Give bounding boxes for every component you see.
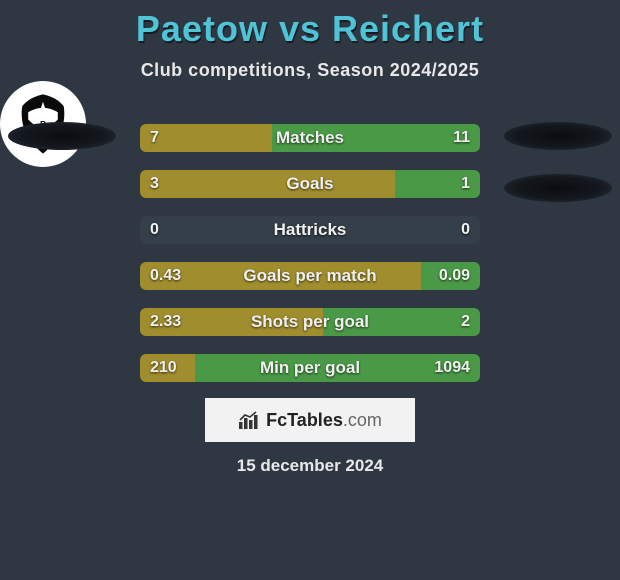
logo-brand: FcTables	[266, 410, 343, 430]
stat-bar-right	[310, 216, 480, 244]
stat-bar-left	[140, 216, 310, 244]
stat-bar-right	[195, 354, 480, 382]
stat-bar-left	[140, 308, 323, 336]
stat-row-goals: 3 Goals 1	[140, 170, 480, 198]
stat-bar-right	[272, 124, 480, 152]
stat-bar-left	[140, 354, 195, 382]
logo-suffix: .com	[343, 410, 382, 430]
stat-row-goals-per-match: 0.43 Goals per match 0.09	[140, 262, 480, 290]
stat-bar-left	[140, 124, 272, 152]
stat-bar-right	[323, 308, 480, 336]
stat-bar-left	[140, 262, 421, 290]
stat-row-min-per-goal: 210 Min per goal 1094	[140, 354, 480, 382]
player-left-shadow	[8, 122, 116, 150]
subtitle: Club competitions, Season 2024/2025	[0, 60, 620, 81]
stat-bar-right	[421, 262, 480, 290]
stat-row-shots-per-goal: 2.33 Shots per goal 2	[140, 308, 480, 336]
source-logo-text: FcTables.com	[266, 410, 382, 431]
date-label: 15 december 2024	[0, 456, 620, 476]
stat-row-hattricks: 0 Hattricks 0	[140, 216, 480, 244]
page-title: Paetow vs Reichert	[0, 0, 620, 50]
stat-bar-left	[140, 170, 395, 198]
stat-bar-right	[395, 170, 480, 198]
stats-container: 7 Matches 11 3 Goals 1 0 Hattricks 0 0.4…	[140, 124, 480, 400]
source-logo: FcTables.com	[205, 398, 415, 442]
player-right-shadow	[504, 122, 612, 150]
club-right-shadow	[504, 174, 612, 202]
chart-icon	[238, 411, 260, 429]
stat-row-matches: 7 Matches 11	[140, 124, 480, 152]
